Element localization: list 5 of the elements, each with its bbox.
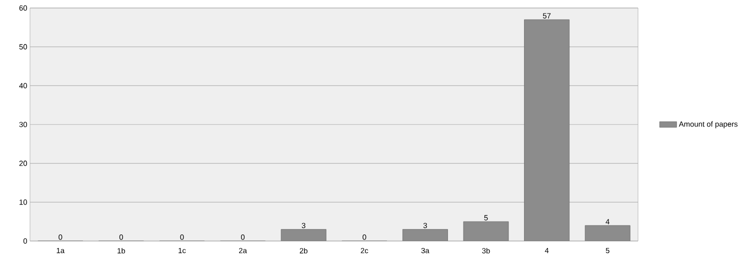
bar: [402, 229, 448, 241]
bar: [281, 229, 326, 241]
bar: [524, 20, 570, 241]
bar: [584, 225, 630, 241]
bar: [464, 222, 509, 241]
